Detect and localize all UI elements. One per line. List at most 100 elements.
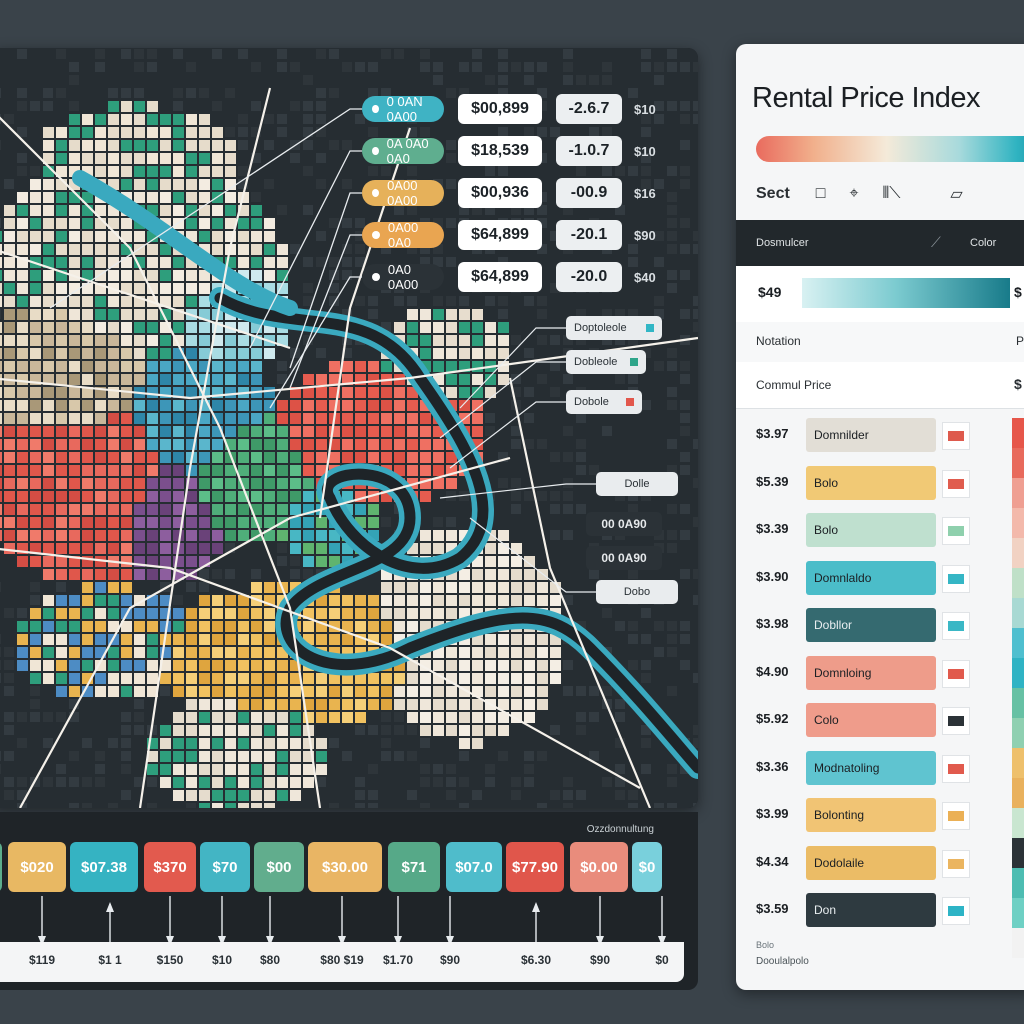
map-block bbox=[212, 634, 223, 645]
price-change: -20.0 bbox=[556, 262, 622, 292]
legend-row[interactable]: $3.97 Domnilder bbox=[736, 416, 1024, 456]
map-block bbox=[56, 569, 67, 580]
map-block bbox=[238, 374, 249, 385]
legend-row[interactable]: $3.99 Bolonting bbox=[736, 796, 1024, 836]
map-block bbox=[173, 114, 184, 125]
map-block bbox=[108, 218, 119, 229]
price-chip[interactable] bbox=[0, 842, 2, 892]
map-block bbox=[56, 660, 67, 671]
road bbox=[0, 548, 641, 789]
map-block bbox=[69, 660, 80, 671]
map-block bbox=[264, 218, 275, 229]
price-chip[interactable]: $07.38 bbox=[70, 842, 138, 892]
map-block bbox=[160, 517, 171, 528]
map-block-dark bbox=[537, 101, 547, 111]
map-block-dark bbox=[134, 725, 144, 735]
map-block bbox=[394, 452, 405, 463]
map-block bbox=[368, 439, 379, 450]
map-block-dark bbox=[615, 374, 625, 384]
price-chip[interactable]: $30.00 bbox=[308, 842, 382, 892]
map-block bbox=[277, 725, 288, 736]
map-block-dark bbox=[498, 296, 508, 306]
map-block bbox=[368, 673, 379, 684]
map-block bbox=[173, 504, 184, 515]
map-block bbox=[485, 374, 496, 385]
location-pin-icon[interactable]: ⌖ bbox=[849, 185, 859, 202]
map-block bbox=[472, 673, 483, 684]
legend-row[interactable]: $3.36 Modnatoling bbox=[736, 749, 1024, 789]
legend-row[interactable]: $5.92 Colo bbox=[736, 701, 1024, 741]
map-block bbox=[290, 387, 301, 398]
map-block-dark bbox=[329, 296, 339, 306]
map-block-dark bbox=[641, 634, 651, 644]
legend-row[interactable]: $4.90 Domnloing bbox=[736, 654, 1024, 694]
map-block bbox=[160, 491, 171, 502]
price-chip[interactable]: $020 bbox=[8, 842, 66, 892]
map-block-dark bbox=[459, 803, 469, 808]
map-block bbox=[355, 426, 366, 437]
legend-bar: Don bbox=[806, 893, 936, 927]
map-block bbox=[355, 608, 366, 619]
legend-row[interactable]: $3.59 Don bbox=[736, 891, 1024, 931]
legend-row[interactable]: $3.98 Dobllor bbox=[736, 606, 1024, 646]
map-block bbox=[199, 504, 210, 515]
legend-row[interactable]: $3.39 Bolo bbox=[736, 511, 1024, 551]
price-chip[interactable]: $370 bbox=[144, 842, 196, 892]
map-block-dark bbox=[316, 114, 326, 124]
pill-text: 0A00 0A0 bbox=[387, 220, 419, 250]
scale-cell bbox=[1012, 808, 1024, 838]
map-block bbox=[186, 231, 197, 242]
price-chip[interactable]: $0 bbox=[632, 842, 662, 892]
legend-bar: Dodolaile bbox=[806, 845, 936, 880]
map-block bbox=[199, 738, 210, 749]
map-block bbox=[212, 491, 223, 502]
map-block bbox=[264, 413, 275, 424]
map-block bbox=[134, 426, 145, 437]
map-block bbox=[238, 452, 249, 463]
legend-swatch bbox=[948, 763, 964, 774]
square-select-icon[interactable]: □ bbox=[815, 185, 826, 202]
map-block bbox=[0, 530, 2, 541]
legend-row[interactable]: $3.90 Domnlaldo bbox=[736, 559, 1024, 599]
legend-row[interactable]: $4.34 Dodolaile bbox=[736, 844, 1024, 884]
map-block-dark bbox=[0, 88, 1, 98]
map-block bbox=[0, 400, 2, 411]
map-block bbox=[524, 712, 535, 723]
layers-icon[interactable]: ▱ bbox=[950, 186, 963, 203]
price-chip[interactable]: $0.00 bbox=[570, 842, 628, 892]
price-chip[interactable]: $07.0 bbox=[446, 842, 502, 892]
map-block bbox=[173, 530, 184, 541]
map-block bbox=[0, 517, 2, 528]
map-block bbox=[264, 452, 275, 463]
map-block-dark bbox=[563, 49, 573, 59]
map-block bbox=[524, 686, 535, 697]
map-block bbox=[108, 530, 119, 541]
map-block bbox=[173, 621, 184, 632]
price-chip[interactable]: $77.90 bbox=[506, 842, 564, 892]
map-block-dark bbox=[680, 166, 690, 176]
legend-swatch-box bbox=[942, 659, 970, 688]
map-block-dark bbox=[329, 49, 339, 59]
map-block-dark bbox=[446, 153, 456, 163]
map-block bbox=[355, 517, 366, 528]
map-block bbox=[511, 569, 522, 580]
map-block bbox=[43, 660, 54, 671]
chart-icon[interactable]: ⫴⟍ bbox=[882, 185, 901, 202]
price-chip[interactable]: $00 bbox=[254, 842, 304, 892]
map-block bbox=[0, 452, 2, 463]
map-block bbox=[82, 231, 93, 242]
map-block-dark bbox=[550, 504, 560, 514]
map-block bbox=[264, 231, 275, 242]
map-block bbox=[407, 335, 418, 346]
map-block-dark bbox=[446, 218, 456, 228]
map-block-dark bbox=[615, 621, 625, 631]
map-block bbox=[30, 348, 41, 359]
legend-row[interactable]: $5.39 Bolo bbox=[736, 464, 1024, 504]
price-chip[interactable]: $70 bbox=[200, 842, 250, 892]
map-block-dark bbox=[381, 49, 391, 59]
map-block bbox=[433, 582, 444, 593]
legend-price: $4.34 bbox=[756, 853, 789, 869]
map-panel[interactable]: 0 0AN 0A00 $00,899 -2.6.7 $10 0A 0A0 0A0 $18,… bbox=[0, 48, 698, 808]
price-chip[interactable]: $71 bbox=[388, 842, 440, 892]
price-range-bar[interactable] bbox=[802, 278, 1010, 308]
